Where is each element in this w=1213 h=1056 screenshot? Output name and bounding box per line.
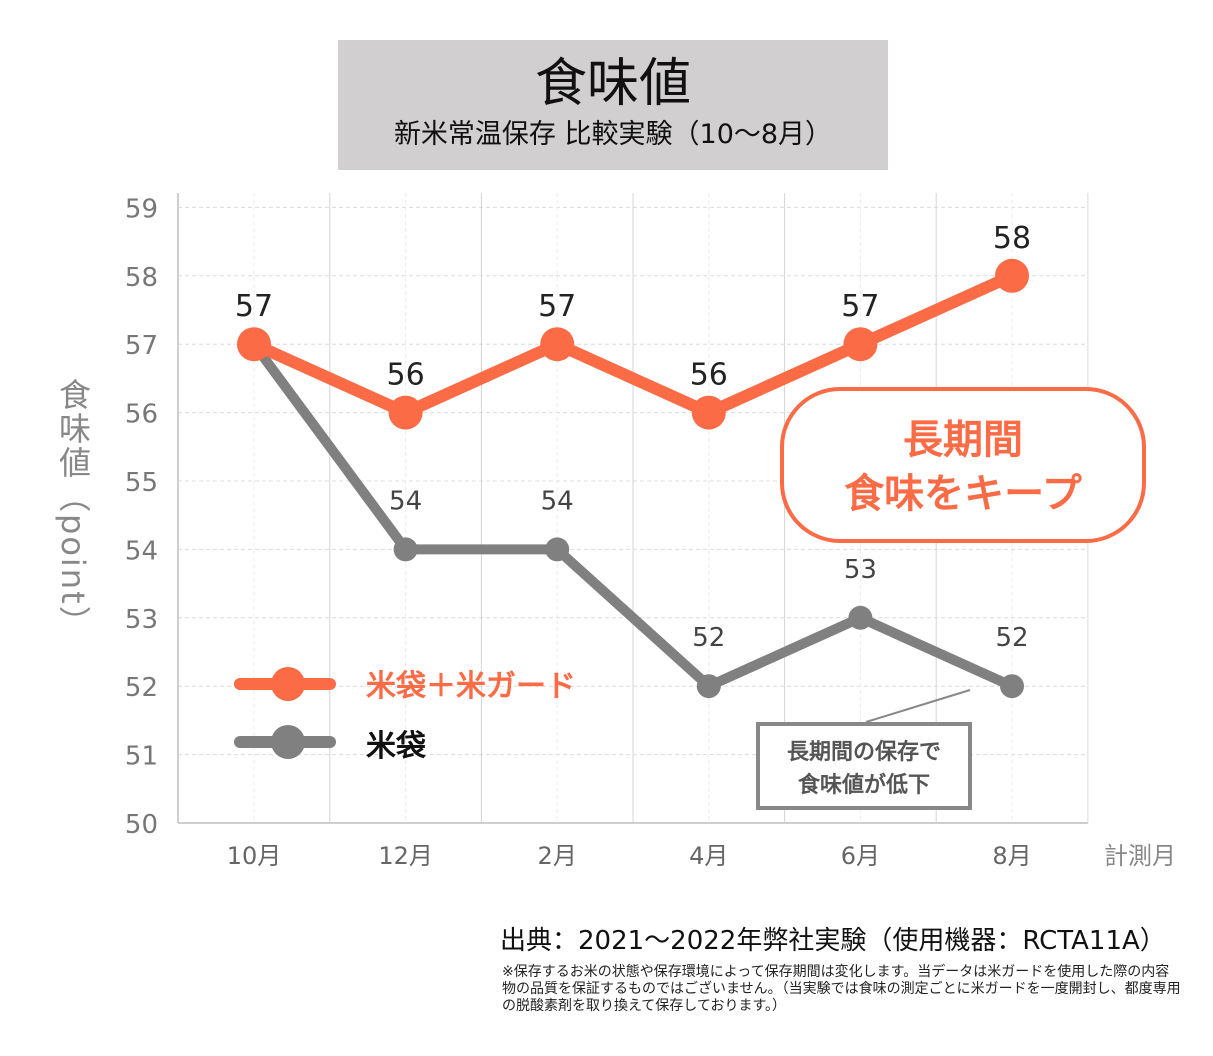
data-label-bag-guard: 57 (841, 289, 879, 324)
callout-text-line2: 食味値が低下 (798, 772, 930, 798)
y-tick-label: 58 (125, 263, 158, 293)
data-point-bag-guard (691, 395, 726, 430)
x-tick-label: 4月 (689, 842, 728, 870)
legend-marker-bag (271, 725, 305, 759)
series-bag-guard (237, 258, 1029, 430)
data-label-bag: 52 (995, 623, 1028, 653)
data-point-bag-guard (995, 258, 1029, 293)
data-label-bag-guard: 56 (387, 358, 425, 393)
data-point-bag (848, 605, 873, 630)
y-tick-label: 50 (125, 810, 158, 840)
y-axis-label: 食味値（point） (54, 378, 92, 640)
data-point-bag-guard (237, 327, 271, 362)
legend-label-bag-guard: 米袋＋米ガード (366, 669, 576, 704)
data-label-bag-guard: 56 (690, 358, 728, 393)
y-tick-label: 53 (125, 605, 158, 635)
x-tick-label: 6月 (841, 842, 880, 870)
data-point-bag-guard (843, 327, 878, 362)
chart-title: 食味値 (534, 54, 691, 114)
callout-box (756, 722, 972, 810)
x-tick-label: 2月 (538, 842, 577, 870)
legend-marker-bag-guard (271, 667, 305, 701)
highlight-box (780, 387, 1146, 543)
y-tick-label: 57 (125, 331, 158, 361)
data-point-bag-guard (388, 395, 423, 430)
series-line-bag (249, 339, 1017, 692)
data-label-bag: 54 (389, 486, 422, 516)
chart-title-box: 食味値 新米常温保存 比較実験（10〜8月） (338, 40, 888, 170)
data-label-bag: 54 (541, 486, 574, 516)
highlight-text-line1: 長期間 (903, 416, 1023, 463)
data-point-bag (545, 537, 570, 562)
callout-text-line1: 長期間の保存で (787, 739, 941, 765)
y-tick-label: 55 (125, 468, 158, 498)
chart-subtitle: 新米常温保存 比較実験（10〜8月） (393, 119, 833, 150)
data-label-bag: 52 (692, 623, 725, 653)
data-label-bag-guard: 57 (235, 289, 273, 324)
series-line-bag-guard (248, 269, 1018, 419)
data-label-bag: 53 (844, 555, 877, 585)
data-point-bag-guard (540, 327, 575, 362)
y-tick-label: 56 (125, 400, 158, 430)
x-tick-label: 8月 (992, 842, 1031, 870)
y-tick-label: 51 (125, 742, 158, 772)
x-tick-label: 10月 (227, 842, 282, 870)
data-label-bag-guard: 58 (993, 221, 1031, 256)
y-tick-label: 59 (125, 194, 158, 224)
footnote: ※保存するお米の状態や保存環境によって保存期間は変化します。当データは米ガードを… (502, 964, 1181, 1014)
legend-label-bag: 米袋 (366, 729, 426, 764)
x-axis-label: 計測月 (1104, 842, 1176, 870)
data-point-bag (393, 537, 418, 562)
x-tick-label: 12月 (378, 842, 433, 870)
callout-pointer (865, 689, 971, 723)
data-point-bag (696, 674, 721, 699)
y-tick-label: 52 (125, 673, 158, 703)
y-tick-label: 54 (125, 536, 158, 566)
source-text: 出典：2021〜2022年弊社実験（使用機器：RCTA11A） (500, 926, 1166, 956)
data-label-bag-guard: 57 (538, 289, 576, 324)
data-point-bag (1000, 674, 1024, 699)
highlight-text-line2: 食味をキープ (844, 470, 1082, 517)
